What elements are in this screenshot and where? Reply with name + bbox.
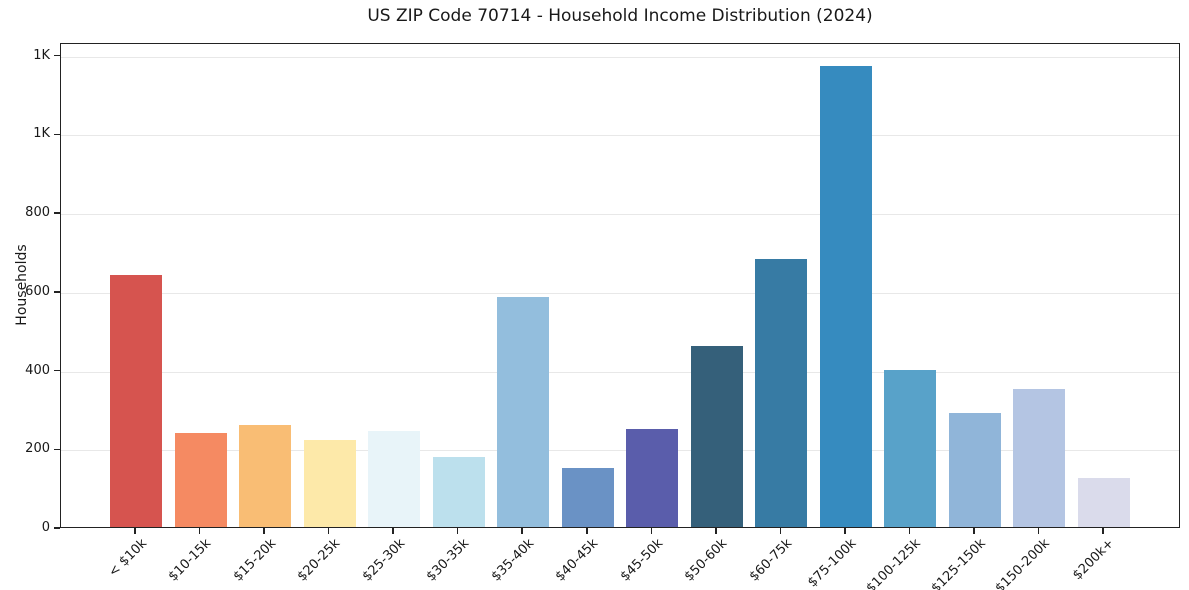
gridline xyxy=(61,56,1179,58)
bar xyxy=(819,66,872,527)
y-tick-label: 0 xyxy=(41,520,50,535)
y-tick-mark xyxy=(54,54,60,57)
x-tick-mark xyxy=(392,528,394,534)
bar xyxy=(303,440,356,527)
bar xyxy=(110,275,162,527)
x-tick-label: $15-20k xyxy=(230,536,279,585)
y-tick-label: 1K xyxy=(33,47,50,63)
x-tick-label: $125-150k xyxy=(928,536,989,590)
x-tick-mark xyxy=(134,528,136,534)
bar xyxy=(239,424,292,527)
bar xyxy=(368,431,421,527)
bar xyxy=(497,296,550,527)
y-tick-label: 400 xyxy=(25,362,50,378)
y-tick-label: 200 xyxy=(25,441,50,457)
x-tick-label: $10-15k xyxy=(165,536,215,585)
x-tick-mark xyxy=(198,528,201,534)
x-tick-mark xyxy=(456,528,459,534)
x-tick-label: $50-60k xyxy=(681,536,731,585)
y-tick-mark xyxy=(54,291,60,293)
bar xyxy=(755,259,808,527)
x-tick-label: $20-25k xyxy=(294,536,344,585)
x-tick-label: $60-75k xyxy=(746,536,795,585)
bar xyxy=(690,345,743,527)
y-tick-mark xyxy=(54,133,60,136)
x-tick-mark xyxy=(908,528,911,534)
x-tick-label: $200k+ xyxy=(1070,536,1118,584)
x-tick-mark xyxy=(650,528,652,534)
bar xyxy=(1013,389,1066,527)
x-tick-label: $40-45k xyxy=(552,536,602,585)
x-tick-label: $100-125k xyxy=(863,536,925,590)
bar xyxy=(1078,477,1130,527)
x-tick-mark xyxy=(779,528,781,534)
x-tick-mark xyxy=(715,528,717,534)
bar xyxy=(948,412,1001,527)
y-tick-label: 1K xyxy=(33,126,50,142)
x-tick-label: $75-100k xyxy=(805,536,860,590)
x-tick-label: $150-200k xyxy=(992,536,1054,590)
bar xyxy=(884,369,937,527)
gridline xyxy=(61,371,1179,373)
bar xyxy=(432,457,485,527)
gridline xyxy=(61,135,1179,137)
x-tick-mark xyxy=(1102,528,1104,534)
x-tick-label: $45-50k xyxy=(617,536,666,585)
y-tick-label: 800 xyxy=(25,205,50,221)
gridline xyxy=(61,292,1179,294)
bar xyxy=(561,467,614,527)
x-tick-label: $25-30k xyxy=(359,536,408,585)
y-tick-mark xyxy=(54,212,60,214)
x-tick-label: < $10k xyxy=(105,536,150,581)
y-tick-mark xyxy=(54,527,60,529)
bar xyxy=(174,432,227,527)
plot-area xyxy=(60,43,1180,528)
gridline xyxy=(61,450,1179,452)
x-tick-mark xyxy=(1037,528,1040,534)
x-tick-label: $35-40k xyxy=(488,536,537,585)
chart-title: US ZIP Code 70714 - Household Income Dis… xyxy=(367,6,873,26)
x-tick-label: $30-35k xyxy=(423,536,473,585)
gridline xyxy=(61,214,1179,216)
x-tick-mark xyxy=(844,528,846,534)
x-tick-mark xyxy=(263,528,265,534)
x-tick-mark xyxy=(521,528,523,534)
x-tick-mark xyxy=(327,528,330,534)
x-tick-mark xyxy=(586,528,588,534)
y-tick-label: 600 xyxy=(25,283,50,299)
bar xyxy=(626,428,679,527)
y-tick-mark xyxy=(54,448,60,450)
y-tick-mark xyxy=(54,369,60,372)
x-tick-mark xyxy=(973,528,975,534)
